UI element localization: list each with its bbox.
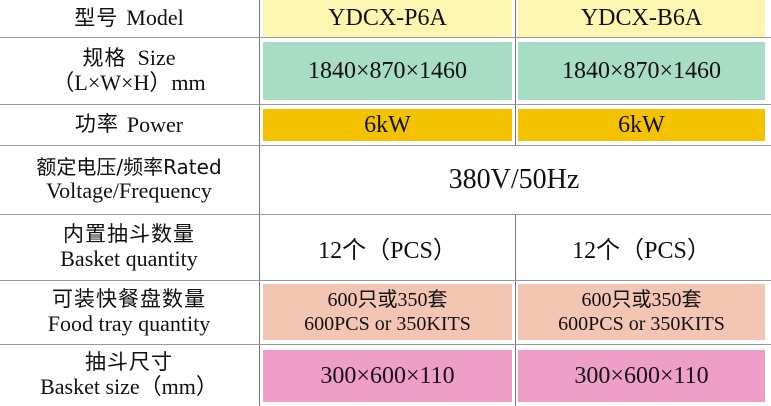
size-b-cell: 1840×870×1460 — [518, 42, 765, 100]
model-b-cell: YDCX-B6A — [518, 0, 765, 37]
label-model: 型号 Model — [0, 0, 258, 37]
size-a: 1840×870×1460 — [307, 57, 468, 84]
row-food-tray: 可装快餐盘数量 Food tray quantity 600只或350套 600… — [0, 281, 771, 344]
basket-qty-b-cell: 12个（PCS） — [518, 215, 765, 280]
size-b: 1840×870×1460 — [561, 57, 722, 84]
label-power: 功率 Power — [0, 105, 258, 145]
basket-size-a: 300×600×110 — [320, 362, 455, 389]
label-basket-size-zh: 抽斗尺寸 — [85, 350, 173, 375]
label-size-unit: （L×W×H）mm — [52, 70, 206, 95]
divider-vertical-label — [259, 0, 260, 406]
row-model: 型号 Model YDCX-P6A YDCX-B6A — [0, 0, 771, 37]
label-voltage-line2: Voltage/Frequency — [46, 177, 212, 203]
label-basket-quantity: 内置抽斗数量 Basket quantity — [0, 215, 258, 280]
food-tray-a-cell: 600只或350套 600PCS or 350KITS — [263, 284, 512, 340]
row-size: 规格 Size （L×W×H）mm 1840×870×1460 1840×870… — [0, 38, 771, 104]
row-power: 功率 Power 6kW 6kW — [0, 105, 771, 145]
size-a-cell: 1840×870×1460 — [263, 42, 512, 100]
divider-row-3 — [0, 145, 771, 146]
food-tray-b-line2: 600PCS or 350KITS — [558, 313, 725, 335]
row-voltage: 额定电压/频率Rated Voltage/Frequency 380V/50Hz — [0, 146, 771, 214]
food-tray-b-line1: 600只或350套 — [581, 289, 702, 311]
label-size-zh: 规格 — [82, 46, 127, 71]
label-size-en: Size — [137, 45, 176, 71]
label-model-en: Model — [126, 5, 184, 31]
label-power-en: Power — [126, 111, 184, 137]
voltage-cell: 380V/50Hz — [263, 146, 765, 214]
power-b: 6kW — [618, 111, 665, 138]
divider-row-4 — [0, 214, 771, 215]
divider-vertical-models-top — [515, 0, 516, 146]
model-a-cell: YDCX-P6A — [263, 0, 512, 37]
label-food-tray-en: Food tray quantity — [47, 310, 211, 336]
basket-size-b: 300×600×110 — [574, 362, 709, 389]
basket-qty-b: 12个（PCS） — [572, 238, 711, 264]
basket-size-a-cell: 300×600×110 — [263, 350, 512, 402]
label-voltage: 额定电压/频率Rated Voltage/Frequency — [0, 146, 258, 214]
power-a: 6kW — [364, 111, 411, 138]
power-a-cell: 6kW — [263, 109, 512, 141]
divider-row-6 — [0, 344, 771, 345]
label-basket-quantity-zh: 内置抽斗数量 — [63, 222, 195, 247]
divider-row-2 — [0, 104, 771, 105]
label-power-zh: 功率 — [74, 112, 119, 137]
basket-qty-a: 12个（PCS） — [318, 238, 457, 264]
divider-vertical-models-bottom — [515, 215, 516, 406]
divider-row-5 — [0, 280, 771, 281]
model-a: YDCX-P6A — [328, 5, 447, 31]
label-basket-quantity-en: Basket quantity — [60, 245, 198, 271]
basket-qty-a-cell: 12个（PCS） — [263, 215, 512, 280]
label-size: 规格 Size （L×W×H）mm — [0, 38, 258, 104]
label-voltage-line1: 额定电压/频率Rated — [36, 155, 222, 180]
power-b-cell: 6kW — [518, 109, 765, 141]
label-food-tray-zh: 可装快餐盘数量 — [52, 287, 206, 312]
row-basket-size: 抽斗尺寸 Basket size（mm） 300×600×110 300×600… — [0, 345, 771, 406]
row-basket-quantity: 内置抽斗数量 Basket quantity 12个（PCS） 12个（PCS） — [0, 215, 771, 280]
label-basket-size-en: Basket size（mm） — [40, 373, 218, 399]
food-tray-a-line2: 600PCS or 350KITS — [304, 313, 471, 335]
label-food-tray: 可装快餐盘数量 Food tray quantity — [0, 281, 258, 344]
food-tray-b-cell: 600只或350套 600PCS or 350KITS — [518, 284, 765, 340]
divider-row-1 — [0, 37, 771, 38]
label-basket-size: 抽斗尺寸 Basket size（mm） — [0, 345, 258, 406]
model-b: YDCX-B6A — [580, 5, 703, 31]
label-model-zh: 型号 — [74, 5, 119, 30]
food-tray-a-line1: 600只或350套 — [327, 289, 448, 311]
basket-size-b-cell: 300×600×110 — [518, 350, 765, 402]
voltage-value: 380V/50Hz — [448, 164, 580, 195]
